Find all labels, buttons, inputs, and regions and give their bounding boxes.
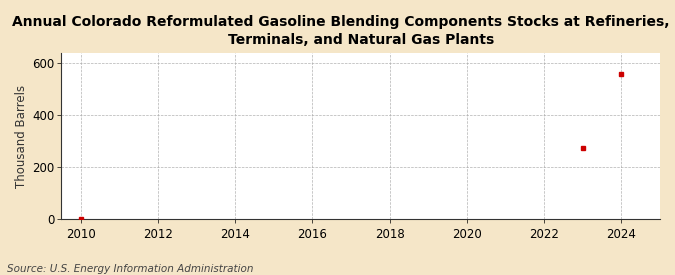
Y-axis label: Thousand Barrels: Thousand Barrels <box>15 84 28 188</box>
Title: Annual Colorado Reformulated Gasoline Blending Components Stocks at Refineries, : Annual Colorado Reformulated Gasoline Bl… <box>12 15 675 47</box>
Text: Source: U.S. Energy Information Administration: Source: U.S. Energy Information Administ… <box>7 264 253 274</box>
